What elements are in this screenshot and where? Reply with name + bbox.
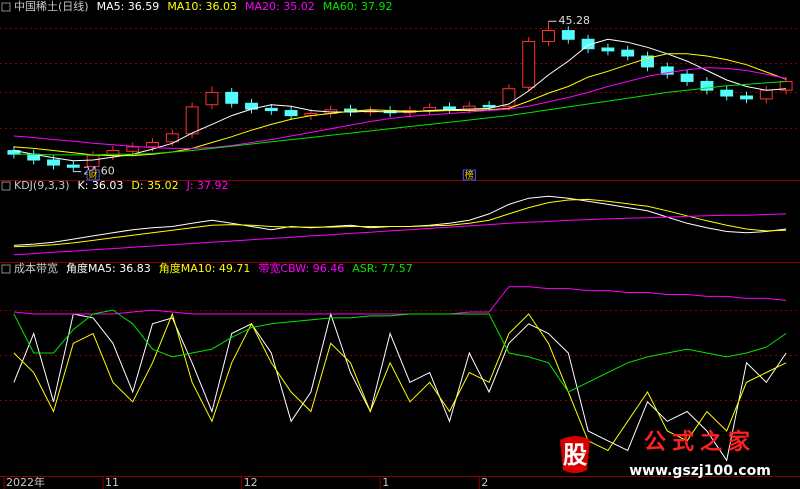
legend-icon: [1, 264, 11, 274]
candle-body: [779, 80, 793, 91]
x-tick-label: 2022年: [6, 475, 45, 489]
legend-entry: MA20: 35.02: [245, 0, 315, 13]
annotation-label: 45.28: [559, 14, 591, 27]
candle-body: [205, 91, 219, 106]
candle-body: [86, 155, 100, 168]
candle-body: [284, 110, 298, 117]
candle-body: [264, 107, 278, 112]
legend-entry: MA10: 36.03: [167, 0, 237, 13]
flag-label: 榜: [465, 169, 474, 181]
legend-entry: 角度MA10: 49.71: [159, 261, 251, 275]
panel-title: 中国稀土(日线): [14, 0, 89, 13]
legend-entry: J: 37.92: [186, 179, 229, 192]
flag-box: [462, 169, 476, 181]
panel-title: 成本带宽: [14, 261, 58, 275]
candle-body: [66, 164, 80, 168]
series-line: [13, 286, 787, 315]
series-line: [13, 53, 787, 157]
x-tick-label: 11: [105, 476, 119, 489]
candle-body: [680, 73, 694, 82]
series-line: [13, 38, 787, 162]
watermark-logo-shape: [560, 436, 590, 473]
candle-body: [522, 40, 536, 88]
candle-body: [660, 66, 674, 75]
candle-body: [641, 55, 654, 68]
legend-entry: MA60: 37.92: [323, 0, 393, 13]
series-line: [13, 198, 787, 248]
legend-entry: ASR: 77.57: [352, 262, 413, 275]
x-tick-label: 2: [481, 476, 488, 489]
candle-body: [185, 106, 199, 135]
panel-title: KDJ(9,3,3): [14, 179, 70, 192]
series-line: [13, 309, 787, 393]
watermark-url: www.gszj100.com: [629, 463, 771, 479]
candle-body: [502, 88, 516, 107]
candle-body: [759, 89, 773, 100]
candle-body: [126, 146, 140, 152]
candle-body: [700, 80, 714, 91]
series-line: [13, 67, 787, 149]
candle-body: [146, 142, 159, 148]
legend-entry: 带宽CBW: 96.46: [258, 261, 344, 275]
legend-icon: [1, 2, 11, 12]
legend-icon: [1, 181, 11, 191]
candle-body: [601, 47, 615, 52]
candle-body: [720, 89, 734, 97]
candle-body: [47, 159, 60, 166]
candle-body: [482, 104, 496, 108]
candle-body: [542, 30, 555, 42]
series-line: [13, 195, 787, 246]
candle-body: [443, 106, 456, 110]
x-tick-label: 12: [244, 476, 258, 489]
x-tick-label: 1: [382, 476, 389, 489]
candle-body: [581, 38, 595, 50]
candle-body: [561, 30, 575, 40]
dotted-guides: [0, 28, 800, 401]
watermark-name: 公式之家: [644, 429, 756, 455]
legend-entry: K: 36.03: [78, 179, 124, 192]
watermark-logo: 股: [563, 441, 587, 469]
panel-frame: [0, 180, 800, 477]
series-line: [13, 213, 787, 256]
series-line: [13, 312, 787, 452]
candle-body: [740, 95, 753, 100]
candle-body: [621, 49, 635, 57]
legend-entry: MA5: 36.59: [97, 0, 160, 13]
candle-body: [106, 150, 120, 157]
candle-body: [165, 133, 179, 143]
flag-label: 财: [89, 169, 98, 181]
candle-body: [225, 91, 239, 104]
flag-box: [86, 169, 100, 181]
watermark: 股 公式之家 www.gszj100.com: [560, 429, 771, 479]
series-line: [13, 81, 787, 156]
legend-entry: 角度MA5: 36.83: [66, 261, 151, 275]
legend-entry: D: 35.02: [131, 179, 178, 192]
